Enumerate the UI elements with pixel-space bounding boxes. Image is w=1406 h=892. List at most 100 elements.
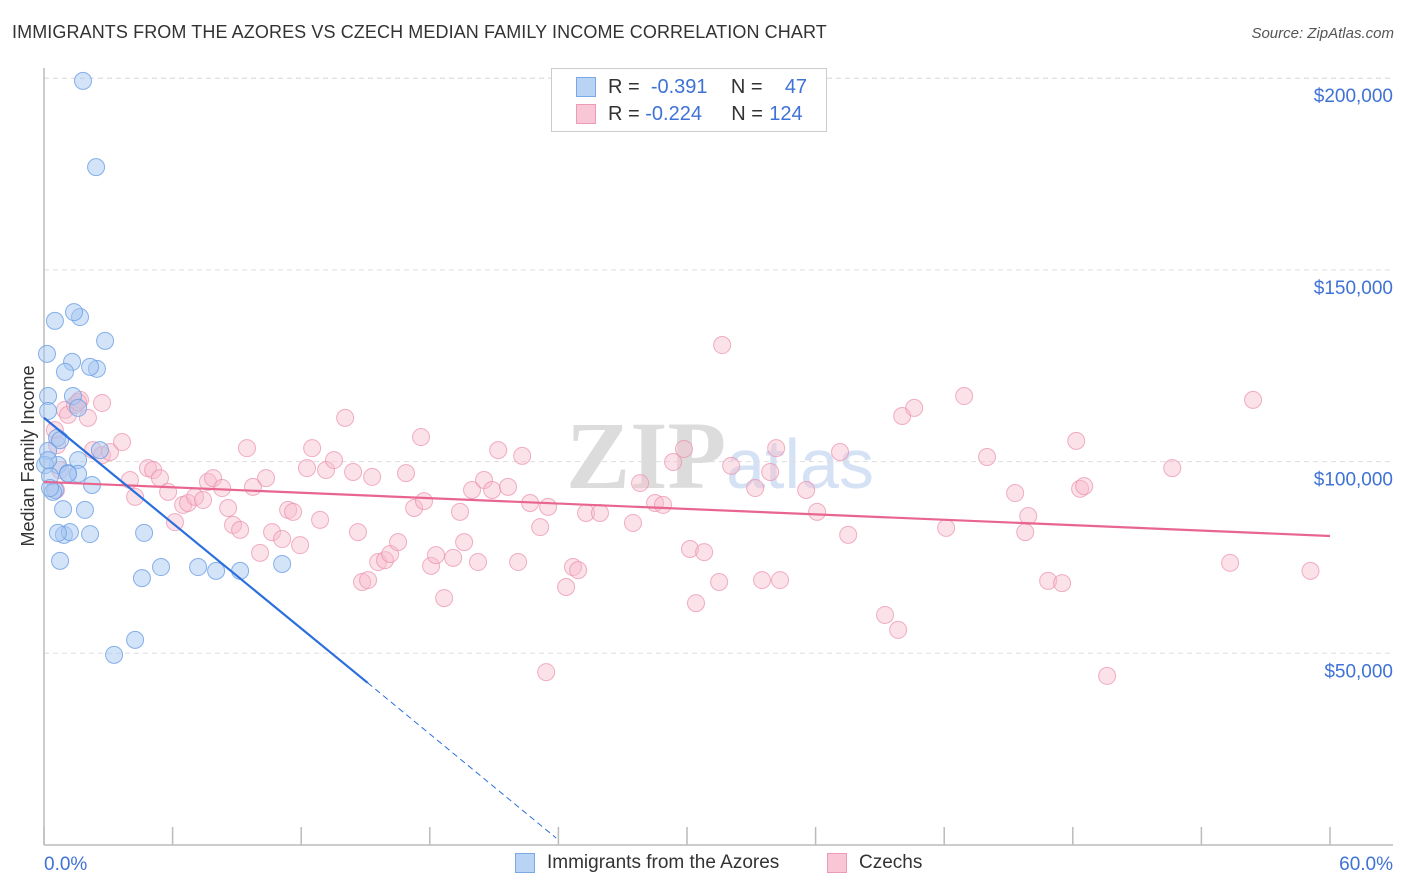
czechs-point bbox=[405, 498, 424, 517]
czechs-point bbox=[303, 439, 322, 458]
czechs-point bbox=[569, 561, 588, 580]
czechs-point bbox=[284, 502, 303, 521]
n-label: N = bbox=[731, 102, 763, 125]
watermark-atlas: atlas bbox=[726, 425, 874, 503]
czechs-point bbox=[797, 480, 816, 499]
czechs-point bbox=[348, 523, 367, 542]
azores-point bbox=[152, 558, 171, 577]
czechs-point bbox=[674, 439, 693, 458]
y-tick-label: $50,000 bbox=[1324, 661, 1393, 682]
czechs-point bbox=[412, 428, 431, 447]
czechs-point bbox=[179, 494, 198, 513]
azores-point bbox=[96, 331, 115, 350]
czechs-point bbox=[397, 464, 416, 483]
czechs-point bbox=[469, 553, 488, 572]
czechs-point bbox=[563, 558, 582, 577]
y-axis-title: Median Family Income bbox=[18, 365, 38, 546]
czechs-point bbox=[537, 663, 556, 682]
czechs-point bbox=[831, 443, 850, 462]
azores-point bbox=[56, 362, 75, 381]
czechs-point bbox=[297, 459, 316, 478]
azores-point bbox=[273, 554, 292, 573]
czechs-point bbox=[808, 502, 827, 521]
czechs-point bbox=[483, 480, 502, 499]
legend-row-azores: R = -0.391 N = 47 bbox=[576, 75, 807, 99]
czechs-point bbox=[1016, 523, 1035, 542]
czechs-point bbox=[231, 520, 250, 539]
czechs-point bbox=[263, 523, 282, 542]
czechs-point bbox=[359, 571, 378, 590]
x-tick-label-min: 0.0% bbox=[44, 854, 87, 875]
czechs-point bbox=[722, 456, 741, 475]
azores-point bbox=[132, 569, 151, 588]
bottom-legend-azores: Immigrants from the Azores bbox=[515, 852, 779, 874]
y-tick-label: $200,000 bbox=[1314, 86, 1393, 107]
czechs-point bbox=[455, 533, 474, 552]
azores-trend-extension bbox=[367, 682, 557, 839]
czechs-point bbox=[93, 393, 112, 412]
czechs-point bbox=[653, 495, 672, 514]
czechs-point bbox=[1006, 484, 1025, 503]
watermark: ZIPatlas bbox=[566, 402, 874, 509]
czechs-point bbox=[499, 477, 518, 496]
czechs-swatch bbox=[827, 853, 847, 873]
czechs-point bbox=[1301, 561, 1320, 580]
czechs-point bbox=[427, 546, 446, 565]
trend-lines bbox=[43, 417, 1331, 839]
czechs-point bbox=[291, 536, 310, 555]
azores-point bbox=[69, 398, 88, 417]
chart-title: IMMIGRANTS FROM THE AZORES VS CZECH MEDI… bbox=[12, 22, 827, 42]
azores-point bbox=[90, 441, 109, 460]
czechs-point bbox=[681, 540, 700, 559]
czechs-point bbox=[126, 487, 145, 506]
czechs-point bbox=[1163, 459, 1182, 478]
czechs-point bbox=[113, 433, 132, 452]
czechs-point bbox=[324, 451, 343, 470]
czechs-point bbox=[761, 462, 780, 481]
azores-point bbox=[39, 451, 58, 470]
azores-swatch bbox=[576, 77, 596, 97]
azores-point bbox=[59, 464, 78, 483]
czechs-point bbox=[422, 556, 441, 575]
azores-point bbox=[126, 630, 145, 649]
azores-point bbox=[81, 357, 100, 376]
czechs-point bbox=[194, 490, 213, 509]
azores-point bbox=[41, 479, 60, 498]
czechs-point bbox=[557, 577, 576, 596]
azores-point bbox=[105, 645, 124, 664]
czechs-point bbox=[623, 513, 642, 532]
czechs-point bbox=[539, 497, 558, 516]
azores-point bbox=[207, 561, 226, 580]
czechs-point bbox=[336, 408, 355, 427]
azores-point bbox=[65, 303, 84, 322]
azores-point bbox=[231, 561, 250, 580]
czechs-point bbox=[1039, 571, 1058, 590]
czechs-point bbox=[204, 469, 223, 488]
azores-point bbox=[74, 71, 93, 90]
czechs-point bbox=[463, 480, 482, 499]
czechs-point bbox=[273, 530, 292, 549]
azores-point bbox=[39, 401, 58, 420]
czechs-point bbox=[531, 518, 550, 537]
czechs-point bbox=[771, 571, 790, 590]
legend-label-czechs: Czechs bbox=[859, 852, 923, 873]
czechs-point bbox=[876, 605, 895, 624]
source-label: Source: ZipAtlas.com bbox=[1251, 25, 1394, 42]
azores-point bbox=[135, 523, 154, 542]
czechs-point bbox=[687, 594, 706, 613]
azores-point bbox=[38, 344, 57, 363]
bottom-legend-czechs: Czechs bbox=[827, 852, 922, 874]
azores-point bbox=[51, 551, 70, 570]
r-label: R = bbox=[608, 102, 640, 125]
r-value: -0.391 bbox=[650, 75, 708, 98]
azores-point bbox=[189, 558, 208, 577]
czechs-point bbox=[590, 503, 609, 522]
czechs-point bbox=[311, 510, 330, 529]
azores-point bbox=[45, 311, 64, 330]
czechs-point bbox=[1053, 574, 1072, 593]
czechs-point bbox=[513, 446, 532, 465]
czechs-point bbox=[219, 498, 238, 517]
czechs-point bbox=[451, 502, 470, 521]
czechs-point bbox=[1221, 553, 1240, 572]
